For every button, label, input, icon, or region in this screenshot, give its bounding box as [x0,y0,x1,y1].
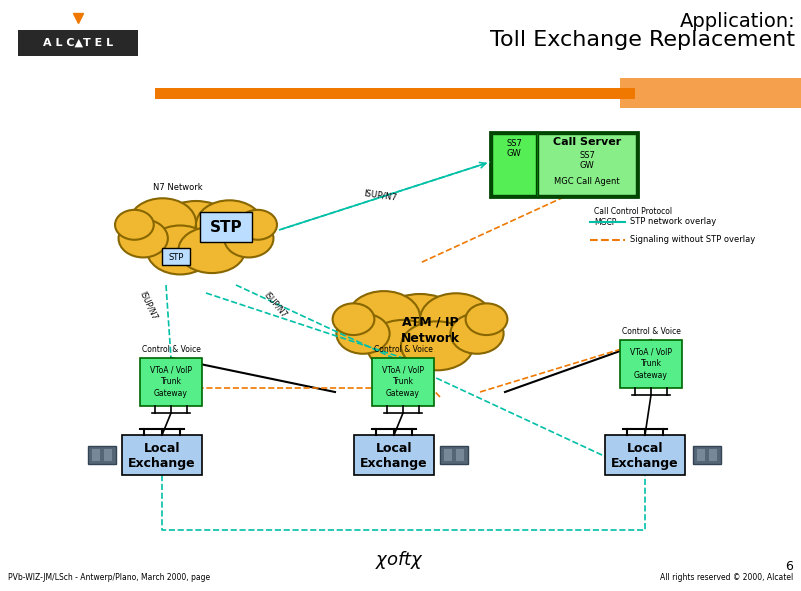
Text: Exchange: Exchange [128,456,195,469]
Text: Trunk: Trunk [392,378,413,387]
Ellipse shape [119,219,168,258]
Bar [490,132,638,197]
Text: PVb-WIZ-JM/LSch - Antwerp/Plano, March 2000, page: PVb-WIZ-JM/LSch - Antwerp/Plano, March 2… [8,573,210,583]
Text: All rights reserved © 2000, Alcatel: All rights reserved © 2000, Alcatel [660,573,793,583]
Ellipse shape [336,313,389,354]
Bar [697,449,705,461]
Text: Local: Local [376,443,413,456]
Ellipse shape [196,200,263,249]
Ellipse shape [147,226,214,274]
Ellipse shape [348,291,420,343]
Ellipse shape [401,322,473,371]
Text: Control & Voice: Control & Voice [373,346,433,355]
Text: MGC Call Agent: MGC Call Agent [554,177,620,187]
Text: STP: STP [168,252,183,261]
Text: Gateway: Gateway [634,372,668,381]
Ellipse shape [420,293,492,345]
Bar [456,449,464,461]
Ellipse shape [152,201,240,269]
Ellipse shape [367,320,439,372]
Text: Call Server: Call Server [553,137,621,147]
Text: Exchange: Exchange [360,456,428,469]
Bar [620,78,801,108]
Bar [140,358,202,406]
Text: ISUP/N7: ISUP/N7 [138,290,159,321]
Text: Network: Network [400,332,460,345]
Bar [92,449,100,461]
Text: Signaling without STP overlay: Signaling without STP overlay [630,235,755,245]
Text: Local: Local [143,443,180,456]
Bar [18,30,138,56]
Text: ISUP/N7: ISUP/N7 [363,188,397,202]
Text: STP: STP [210,219,243,235]
Text: VToA / VoIP: VToA / VoIP [382,365,424,375]
Text: SS7: SS7 [506,139,522,148]
Text: Trunk: Trunk [641,359,662,369]
Bar [709,449,717,461]
Ellipse shape [465,303,507,335]
Text: Control & Voice: Control & Voice [142,346,200,355]
Bar [538,134,636,195]
Bar [162,248,190,265]
Bar [354,435,434,475]
Text: A L C▲T E L: A L C▲T E L [43,38,113,48]
Text: $\chi$oft$\chi$: $\chi$oft$\chi$ [376,549,425,571]
Text: N7 Network: N7 Network [153,183,203,191]
Bar [200,212,252,242]
Bar [122,435,202,475]
Text: Call Control Protocol
MGCP: Call Control Protocol MGCP [594,207,672,227]
Bar [620,340,682,388]
Text: Gateway: Gateway [386,389,420,398]
Text: VToA / VoIP: VToA / VoIP [630,348,672,356]
Ellipse shape [450,313,504,354]
Text: Trunk: Trunk [160,378,182,387]
Bar [605,435,685,475]
Text: Control & Voice: Control & Voice [622,327,680,336]
Text: GW: GW [580,161,594,170]
Ellipse shape [332,303,374,335]
Ellipse shape [115,210,154,240]
Text: ATM / IP: ATM / IP [401,316,458,329]
Text: GW: GW [506,150,521,158]
Text: Toll Exchange Replacement: Toll Exchange Replacement [490,30,795,50]
Bar [372,358,434,406]
Bar [444,449,452,461]
Text: Local: Local [626,443,663,456]
Bar [155,88,635,99]
Ellipse shape [224,219,273,258]
Text: 6: 6 [785,560,793,573]
Ellipse shape [238,210,277,240]
Text: ISUP/N7: ISUP/N7 [262,290,288,320]
Bar [492,134,536,195]
Bar [693,446,721,464]
Ellipse shape [372,294,468,366]
Text: SS7: SS7 [579,151,595,161]
Ellipse shape [129,198,196,247]
Bar [104,449,112,461]
Bar [440,446,468,464]
Bar [88,446,116,464]
Text: Application:: Application: [679,12,795,31]
Text: Gateway: Gateway [154,389,188,398]
Text: Exchange: Exchange [611,456,678,469]
Text: STP network overlay: STP network overlay [630,217,716,226]
Text: VToA / VoIP: VToA / VoIP [150,365,192,375]
Ellipse shape [179,227,245,273]
